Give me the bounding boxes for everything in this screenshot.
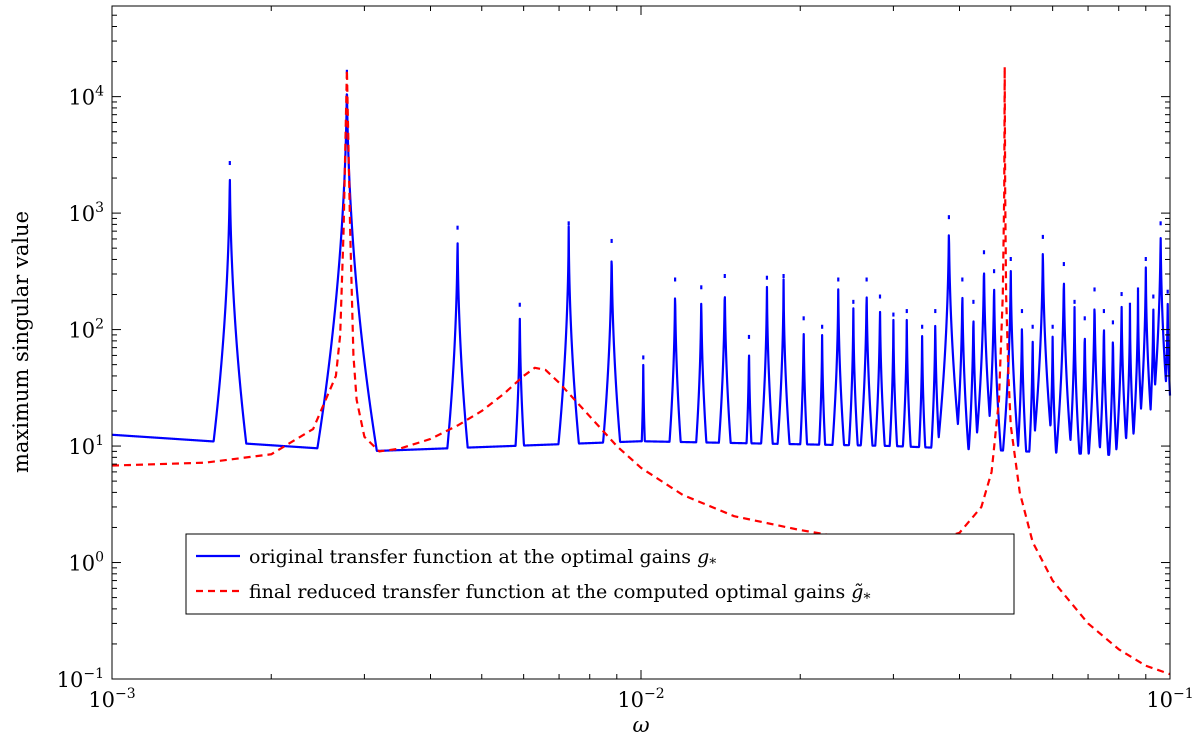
axes: 10−3 10−2 10−1 10−1 100 101 102 103 104 (57, 5, 1194, 712)
y-tick-label-4: 103 (68, 200, 104, 226)
y-tick-label-0: 10−1 (57, 666, 104, 692)
y-tick-label-3: 102 (68, 317, 104, 343)
series-original-line (111, 93, 1172, 456)
x-tick-label-2: 10−1 (1146, 686, 1193, 712)
legend-label-0: original transfer function at the optima… (249, 546, 716, 572)
y-tick-label-1: 100 (68, 550, 104, 576)
legend: original transfer function at the optima… (185, 533, 1015, 615)
y-axis-label: maximum singular value (9, 211, 33, 473)
legend-label-1: final reduced transfer function at the c… (249, 581, 870, 607)
x-axis-label: ω (632, 713, 649, 737)
y-tick-label-5: 104 (68, 84, 104, 110)
x-tick-label-1: 10−2 (617, 686, 664, 712)
x-tick-label-0: 10−3 (88, 686, 135, 712)
plot-marks (111, 65, 1172, 676)
y-tick-label-2: 101 (68, 433, 104, 459)
legend-box (185, 533, 1015, 615)
series-reduced-line (111, 65, 1171, 676)
